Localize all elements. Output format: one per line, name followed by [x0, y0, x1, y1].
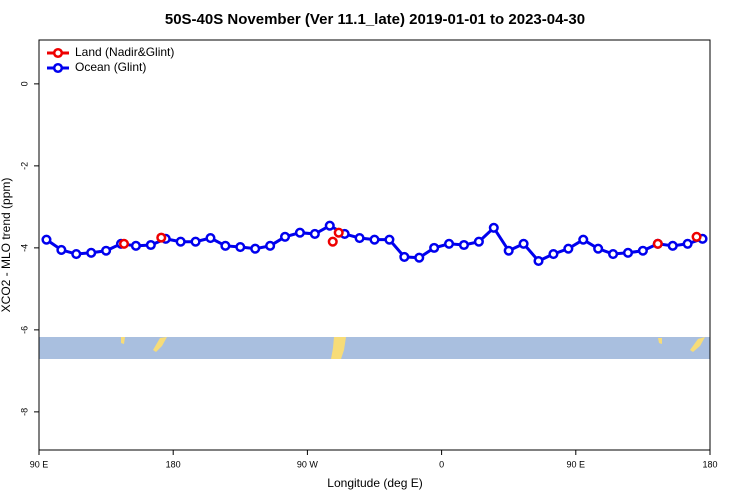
- data-point: [190, 236, 201, 247]
- data-point: [279, 231, 291, 242]
- data-point: [369, 234, 380, 245]
- y-axis-label: XCO2 - MLO trend (ppm): [0, 178, 13, 313]
- data-point: [622, 247, 634, 258]
- data-point: [41, 234, 52, 245]
- data-point: [593, 243, 604, 254]
- legend-marker: [52, 47, 64, 59]
- data-point: [265, 240, 276, 251]
- data-point: [145, 239, 156, 251]
- y-tick-label: -8: [19, 408, 29, 416]
- y-tick-label: -2: [19, 162, 29, 170]
- data-point: [250, 243, 261, 254]
- data-point: [220, 240, 231, 251]
- data-point: [563, 243, 574, 254]
- data-point: [578, 234, 589, 245]
- legend-marker: [52, 62, 64, 74]
- data-point: [56, 244, 67, 255]
- data-point: [354, 232, 365, 244]
- data-point: [518, 238, 529, 249]
- data-point: [130, 240, 141, 251]
- data-point: [667, 240, 678, 251]
- y-tick-label: -6: [19, 326, 29, 334]
- x-tick-label: 90 W: [297, 459, 319, 469]
- y-tick-label: -4: [19, 244, 29, 252]
- data-point: [691, 231, 702, 242]
- data-point: [156, 232, 167, 243]
- data-point: [175, 236, 186, 247]
- x-tick-label: 90 E: [567, 459, 586, 469]
- y-tick-label: 0: [19, 81, 29, 86]
- data-point: [399, 251, 410, 262]
- data-point: [101, 245, 112, 256]
- data-point: [429, 242, 440, 253]
- data-point: [473, 236, 484, 247]
- data-point: [458, 239, 470, 251]
- x-axis-label: Longitude (deg E): [327, 476, 422, 490]
- data-point: [324, 220, 335, 231]
- data-point: [548, 248, 559, 260]
- chart-title: 50S-40S November (Ver 11.1_late) 2019-01…: [165, 11, 585, 28]
- data-point: [327, 236, 338, 247]
- x-tick-label: 180: [702, 459, 717, 469]
- data-point: [533, 255, 544, 267]
- data-point: [384, 234, 395, 245]
- data-point: [118, 238, 130, 249]
- data-point: [414, 252, 425, 263]
- map-strip: [39, 337, 710, 359]
- data-point: [682, 238, 693, 249]
- data-point: [637, 245, 648, 256]
- data-point: [71, 248, 82, 260]
- data-point: [309, 228, 320, 239]
- legend-label: Land (Nadir&Glint): [75, 45, 174, 59]
- data-point: [86, 247, 97, 258]
- data-point: [444, 238, 455, 249]
- data-point: [608, 248, 619, 260]
- data-point: [205, 232, 216, 244]
- data-point: [488, 222, 499, 233]
- data-point: [652, 238, 663, 249]
- data-point: [333, 227, 344, 238]
- legend-label: Ocean (Glint): [75, 60, 146, 74]
- data-point: [235, 242, 246, 253]
- x-tick-label: 90 E: [30, 459, 49, 469]
- plot-frame: [38, 39, 711, 451]
- x-tick-label: 0: [439, 459, 444, 469]
- data-point: [503, 245, 514, 256]
- x-tick-label: 180: [166, 459, 181, 469]
- data-point: [294, 227, 305, 238]
